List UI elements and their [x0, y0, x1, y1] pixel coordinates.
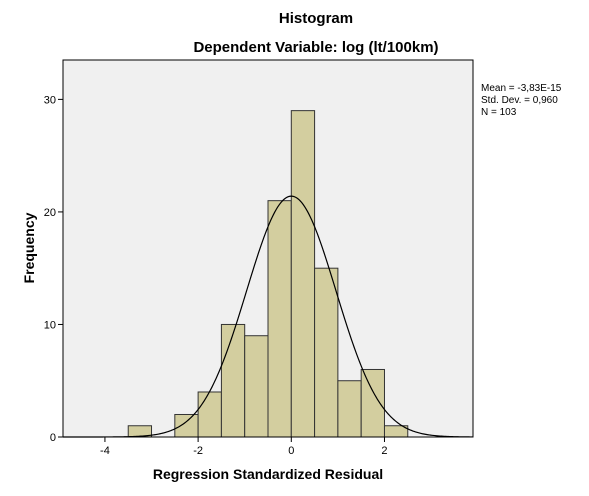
- chart-subtitle: Dependent Variable: log (lt/100km): [193, 39, 438, 56]
- chart-title: Histogram: [279, 10, 353, 27]
- y-axis: 0 10 20 30: [44, 94, 63, 444]
- histogram-bar: [220, 323, 246, 438]
- stats-mean: Mean = -3,83E-15: [481, 83, 562, 94]
- x-tick-label: 2: [381, 445, 387, 457]
- stats-n: N = 103: [481, 107, 517, 118]
- stats-std-dev: Std. Dev. = 0,960: [481, 95, 558, 106]
- x-axis: -4 -2 0 2: [100, 437, 388, 457]
- histogram-bar: [360, 368, 385, 438]
- y-tick-label: 0: [50, 432, 56, 444]
- y-tick-label: 30: [44, 94, 56, 106]
- histogram-bar: [244, 335, 269, 438]
- histogram-bar: [174, 413, 199, 438]
- stats-legend: Mean = -3,83E-15 Std. Dev. = 0,960 N = 1…: [481, 83, 562, 118]
- histogram-bar: [290, 110, 316, 438]
- histogram-bar: [267, 200, 292, 438]
- plot-frame: [62, 59, 474, 438]
- y-axis-label: Frequency: [21, 212, 37, 283]
- x-tick-label: -4: [100, 445, 110, 457]
- y-tick-label: 20: [44, 207, 56, 219]
- histogram-bar: [337, 380, 362, 438]
- x-tick-label: -2: [193, 445, 203, 457]
- y-tick-label: 10: [44, 319, 56, 331]
- bars-group: [127, 110, 409, 438]
- x-tick-label: 0: [288, 445, 294, 457]
- x-axis-label: Regression Standardized Residual: [153, 466, 383, 482]
- histogram-bar: [314, 267, 339, 438]
- histogram-bar: [197, 391, 222, 438]
